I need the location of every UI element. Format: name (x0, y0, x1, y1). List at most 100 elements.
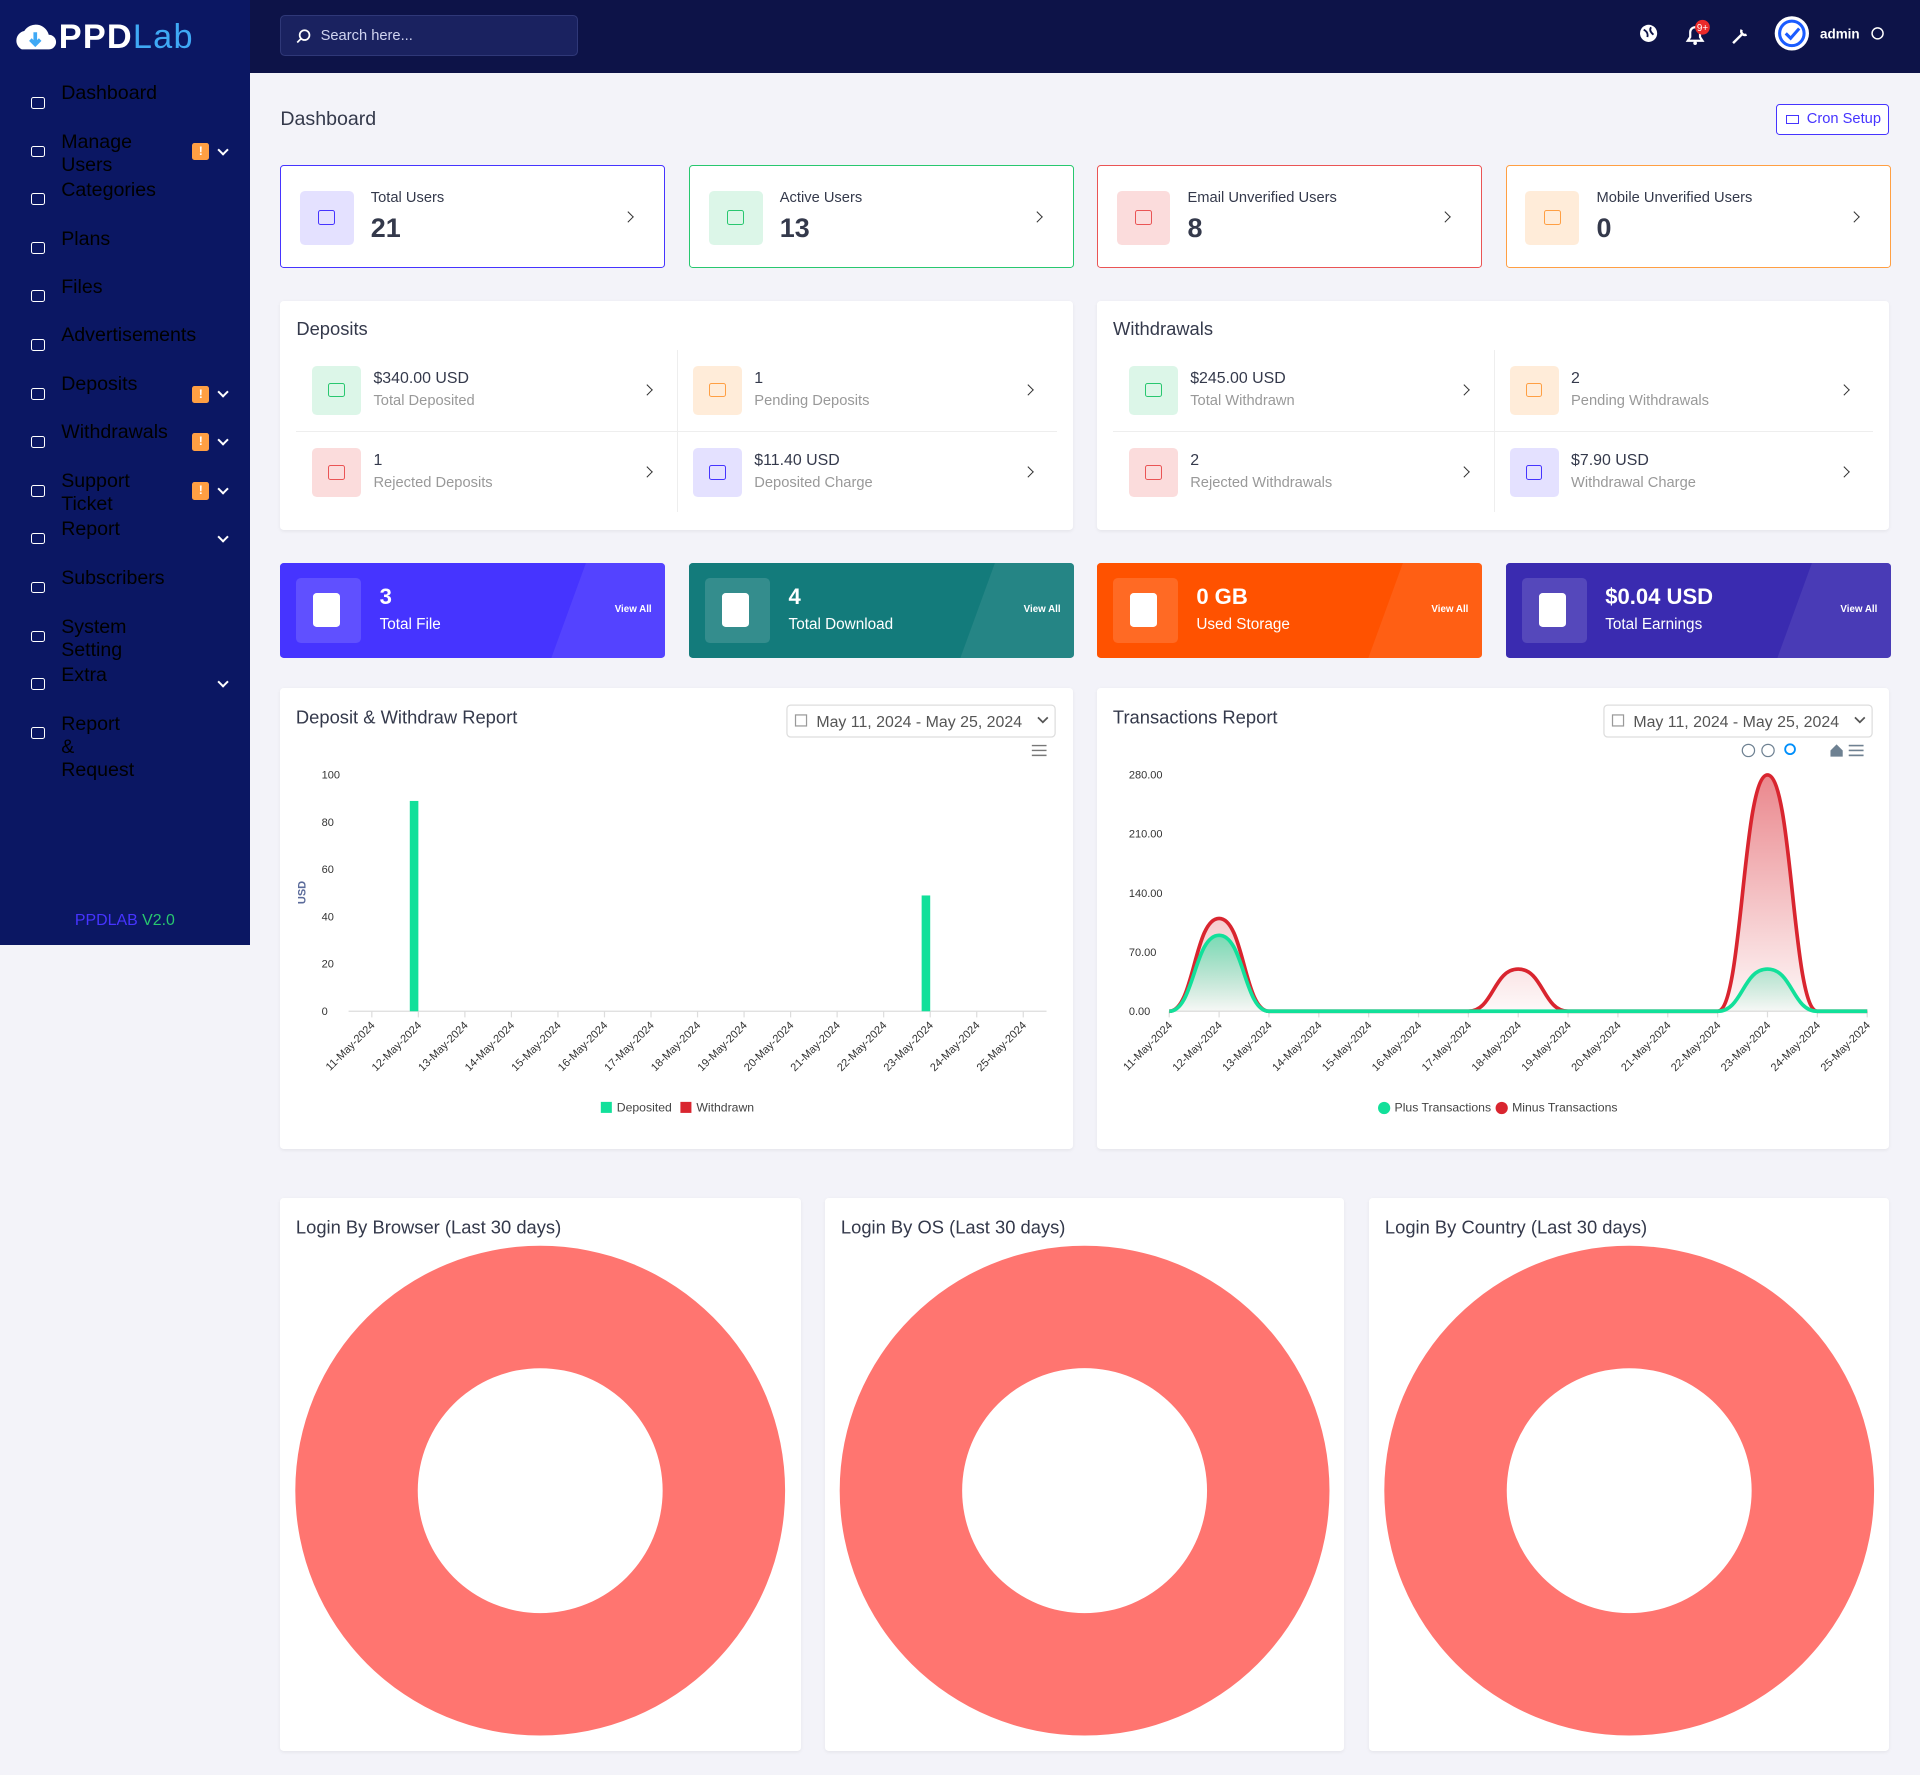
item-icon-glyph (708, 383, 726, 398)
nav-label: Plans (61, 227, 111, 250)
toolbar-icon[interactable] (1741, 743, 1756, 758)
nav-label: System Setting (61, 615, 127, 661)
widget-tile[interactable]: 0 GB Used Storage View All (1097, 563, 1482, 658)
y-tick-label: 100 (322, 770, 340, 782)
date-range[interactable]: May 11, 2024 - May 25, 2024 (1633, 714, 1839, 731)
search-input[interactable]: Search here... (280, 14, 578, 57)
avatar[interactable] (1774, 15, 1809, 51)
nav-label: Deposits (61, 373, 138, 396)
date-range[interactable]: May 11, 2024 - May 25, 2024 (817, 714, 1023, 731)
nav-icon (30, 193, 45, 206)
tile-link[interactable]: View All (1431, 603, 1469, 615)
x-tick-label: 25-May-2024 (975, 1020, 1029, 1074)
nav-icon (30, 532, 45, 545)
settings-icon[interactable] (1731, 28, 1747, 44)
summary-item[interactable]: $245.00 USD Total Withdrawn (1113, 350, 1494, 431)
item-icon (1128, 448, 1178, 498)
chart-toolbar[interactable] (1741, 743, 1864, 758)
legend-label[interactable]: Deposited (617, 1101, 672, 1115)
item-chevron (1838, 466, 1851, 478)
cron-label: Cron Setup (1806, 111, 1882, 128)
toolbar-icon[interactable] (1761, 743, 1775, 758)
summary-item[interactable]: $11.40 USD Deposited Charge (677, 432, 1058, 513)
legend-marker (601, 1102, 613, 1114)
item-icon (693, 366, 743, 416)
legend-marker (680, 1102, 692, 1114)
item-icon (1509, 448, 1559, 498)
brand[interactable]: PPD Lab (12, 17, 194, 59)
item-icon (693, 448, 743, 498)
stat-chevron (622, 211, 635, 223)
item-icon (312, 448, 362, 498)
stat-card[interactable]: Total Users 21 (280, 165, 665, 269)
tile-icon-glyph (313, 592, 341, 627)
user-name[interactable]: admin (1820, 26, 1860, 41)
stat-card[interactable]: Email Unverified Users 8 (1097, 165, 1482, 269)
tile-label: Used Storage (1196, 615, 1290, 633)
x-tick-label: 24-May-2024 (1769, 1020, 1823, 1074)
sidebar-footer: PPDLAB V2.0 (0, 912, 250, 930)
page-title: Dashboard (280, 107, 377, 130)
cron-icon (1786, 114, 1800, 125)
x-tick-label: 25-May-2024 (1819, 1020, 1873, 1074)
item-label: Rejected Withdrawals (1190, 475, 1333, 492)
notification-icon[interactable]: 9+ (1685, 19, 1710, 45)
nav-label: Advertisements (61, 324, 197, 347)
nav-icon (30, 581, 45, 594)
tile-link[interactable]: View All (614, 603, 652, 615)
calendar-icon (795, 714, 808, 727)
nav-badge: ! (192, 482, 210, 500)
x-tick-label: 20-May-2024 (1569, 1020, 1623, 1074)
summary-item[interactable]: $340.00 USD Total Deposited (296, 350, 677, 431)
nav-icon (30, 290, 45, 302)
legend-label[interactable]: Plus Transactions (1395, 1101, 1492, 1115)
tile-link[interactable]: View All (1840, 603, 1878, 615)
item-icon-glyph (1144, 465, 1162, 480)
stat-value: 8 (1187, 212, 1203, 243)
y-tick-label: 140.00 (1129, 888, 1163, 900)
legend-label[interactable]: Withdrawn (697, 1101, 755, 1115)
item-value: 2 (1190, 451, 1200, 469)
tile-link[interactable]: View All (1023, 603, 1061, 615)
stat-icon (708, 190, 763, 245)
user-menu-icon[interactable] (1870, 26, 1884, 40)
item-chevron (1457, 383, 1470, 396)
search-icon (296, 29, 311, 44)
legend-label[interactable]: Minus Transactions (1512, 1101, 1617, 1115)
date-picker[interactable] (786, 704, 1057, 738)
globe-icon[interactable] (1639, 24, 1657, 42)
stat-icon-glyph (727, 210, 744, 225)
bar (410, 801, 419, 1012)
summary-item[interactable]: 1 Rejected Deposits (296, 432, 677, 513)
summary-item[interactable]: 2 Rejected Withdrawals (1113, 432, 1494, 513)
nav-label: Withdrawals (61, 421, 168, 444)
item-icon-glyph (1144, 383, 1162, 398)
toolbar-icon[interactable] (1830, 744, 1843, 757)
pie-slice (1384, 1245, 1875, 1736)
y-tick-label: 70.00 (1129, 947, 1157, 959)
tile-label: Total File (379, 615, 441, 633)
item-value: 1 (373, 451, 383, 469)
cron-button[interactable]: Cron Setup (1775, 104, 1890, 135)
nav-label: Support Ticket (61, 470, 130, 516)
summary-item[interactable]: 1 Pending Deposits (677, 350, 1058, 431)
widget-tile[interactable]: 3 Total File View All (280, 563, 665, 658)
chart-menu[interactable] (1032, 744, 1047, 757)
widget-tile[interactable]: 4 Total Download View All (689, 563, 1074, 658)
bar (922, 895, 931, 1012)
widget-tile[interactable]: $0.04 USD Total Earnings View All (1506, 563, 1891, 658)
nav-label: Report & Request (61, 712, 135, 781)
y-tick-label: 80 (322, 817, 334, 829)
chart: Transactions Report May 11, 2024 - May 25… (1113, 704, 1873, 1115)
toolbar-icon[interactable] (1848, 744, 1864, 757)
summary-item[interactable]: 2 Pending Withdrawals (1494, 350, 1875, 431)
chart-title: Login By OS (Last 30 days) (841, 1216, 1066, 1237)
tile-value: $0.04 USD (1605, 584, 1714, 610)
stat-card[interactable]: Active Users 13 (689, 165, 1074, 269)
date-picker[interactable] (1603, 704, 1873, 738)
stat-card[interactable]: Mobile Unverified Users 0 (1506, 165, 1891, 269)
pie-slice (839, 1245, 1330, 1736)
toolbar-icon[interactable] (1784, 743, 1797, 756)
summary-item[interactable]: $7.90 USD Withdrawal Charge (1494, 432, 1875, 513)
